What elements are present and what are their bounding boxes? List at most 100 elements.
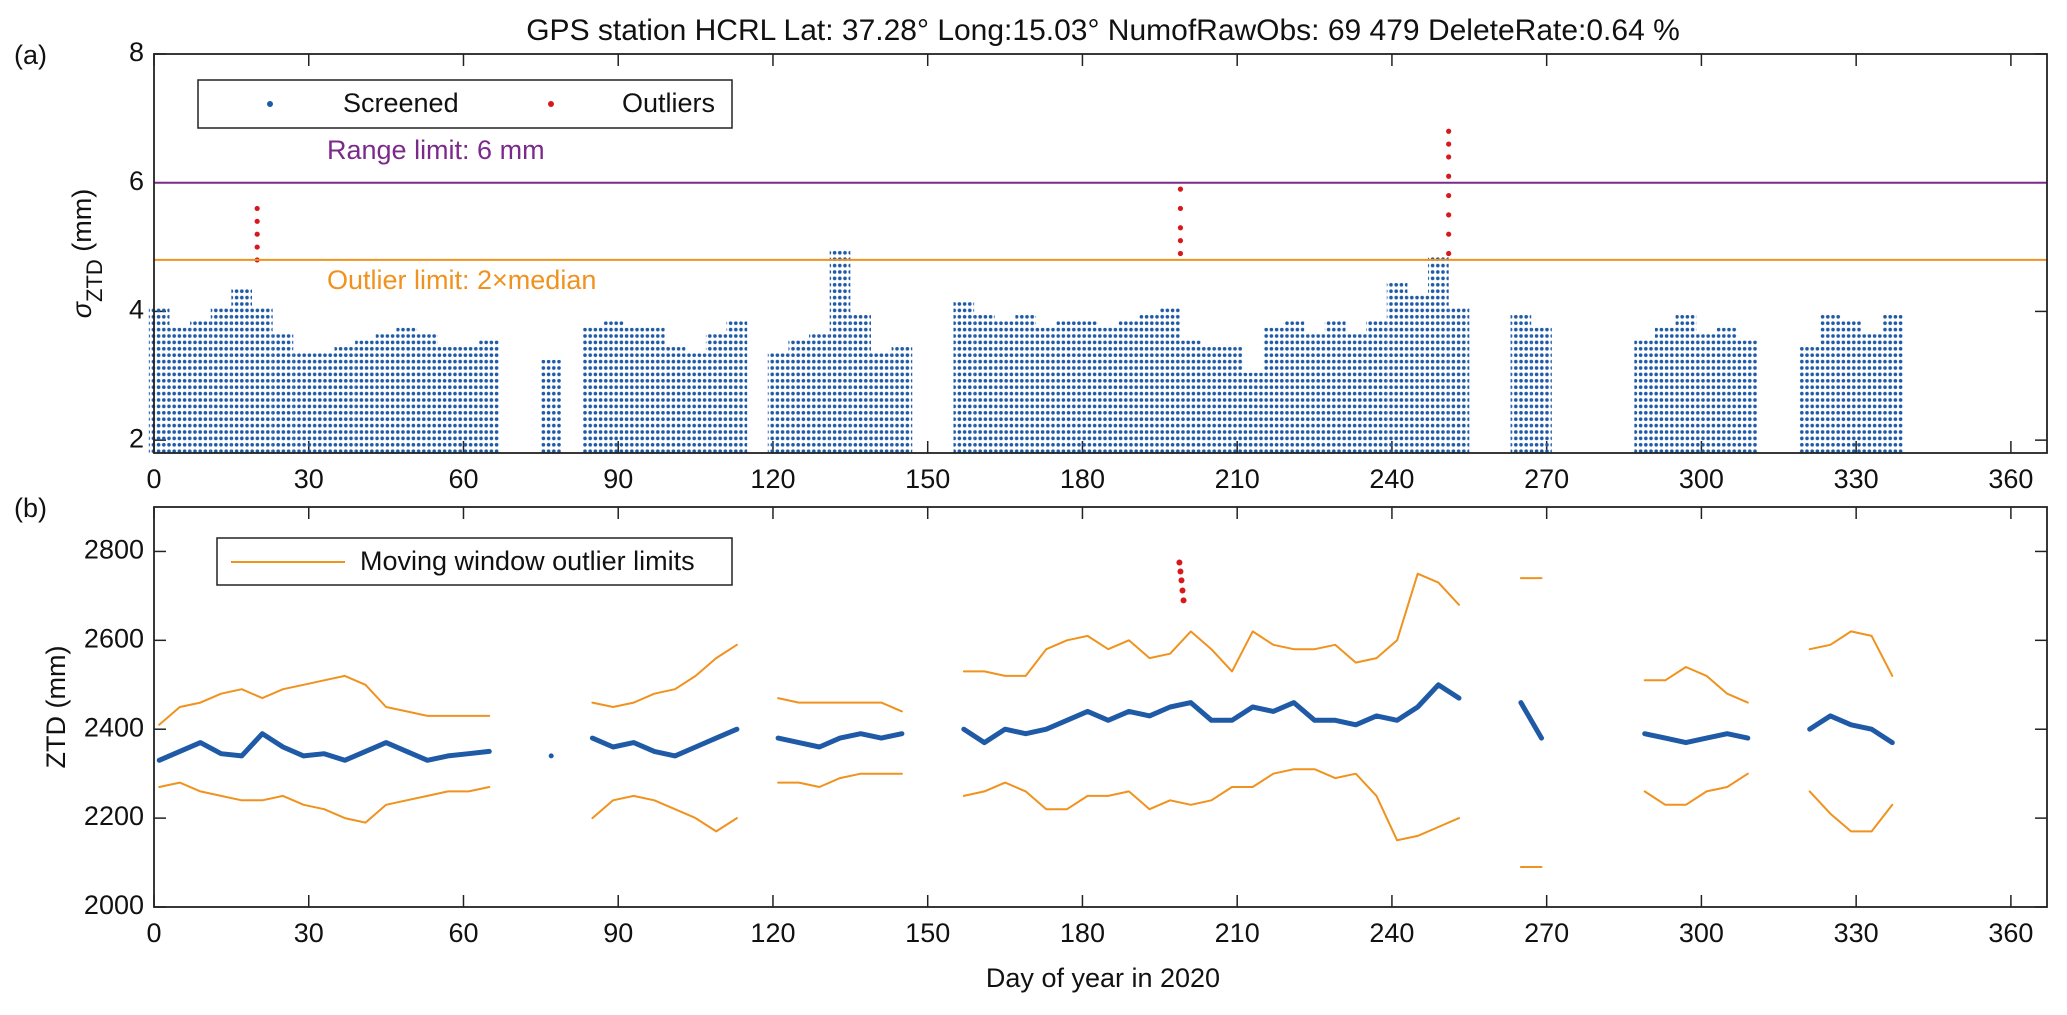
outlier-point: [1446, 231, 1452, 237]
screened-column: [1531, 327, 1552, 453]
x-tick-label: 270: [1524, 918, 1569, 948]
screened-column: [1799, 347, 1821, 453]
screened-column: [1242, 372, 1263, 453]
screened-column: [540, 359, 562, 453]
limit-label: Range limit: 6 mm: [327, 135, 545, 165]
y-label-symbol: σ: [67, 300, 97, 318]
screened-column: [437, 347, 459, 453]
screened-column: [1654, 327, 1676, 453]
series-line: [158, 768, 1894, 868]
screened-column: [417, 334, 438, 453]
outlier-point: [1177, 238, 1184, 244]
outlier-point: [1177, 250, 1184, 257]
y-label-subscript: ZTD: [82, 259, 107, 302]
screened-column: [1428, 256, 1449, 453]
y-tick-label: 2: [129, 423, 144, 453]
screened-column: [1386, 282, 1408, 453]
screened-column: [293, 353, 314, 453]
x-tick-label: 330: [1834, 464, 1879, 494]
outlier-point: [1177, 205, 1184, 212]
screened-column: [953, 301, 975, 453]
y-axis-label: ZTD (mm): [41, 646, 71, 769]
screened-column: [148, 308, 170, 453]
screened-column: [1675, 314, 1697, 453]
screened-column: [210, 308, 232, 453]
legend-label: Moving window outlier limits: [360, 546, 695, 576]
screened-column: [1407, 295, 1429, 453]
screened-column: [850, 314, 871, 453]
screened-column: [582, 327, 603, 453]
screened-column: [1159, 308, 1181, 453]
x-axis-label: Day of year in 2020: [986, 963, 1220, 993]
screened-column: [1201, 347, 1222, 453]
screened-column: [788, 340, 810, 453]
outlier-point: [254, 244, 260, 250]
y-tick-label: 2000: [84, 890, 144, 920]
y-tick-label: 2400: [84, 712, 144, 742]
legend-label: Outliers: [622, 88, 715, 118]
screened-column: [1345, 334, 1367, 453]
screened-column: [1716, 327, 1738, 453]
x-tick-label: 330: [1834, 918, 1879, 948]
outlier-point: [254, 231, 260, 237]
screened-column: [1448, 308, 1470, 453]
legend-box: [197, 79, 733, 129]
x-tick-label: 60: [448, 918, 478, 948]
outlier-point: [1446, 141, 1452, 147]
screened-column: [1180, 340, 1202, 453]
y-tick-label: 2600: [84, 623, 144, 653]
screened-column: [1036, 327, 1057, 453]
outlier-point: [1177, 186, 1184, 192]
x-tick-label: 90: [603, 464, 633, 494]
outlier-point: [1177, 225, 1184, 231]
screened-column: [829, 250, 851, 453]
outlier-point: [1446, 128, 1452, 134]
x-tick-label: 270: [1524, 464, 1569, 494]
y-label-unit: (mm): [67, 189, 97, 252]
y-axis-label: σZTD (mm): [67, 189, 107, 319]
screened-column: [1015, 314, 1037, 453]
outlier-point: [1446, 212, 1452, 218]
x-tick-label: 210: [1215, 464, 1260, 494]
screened-column: [974, 314, 995, 453]
x-tick-label: 180: [1060, 464, 1105, 494]
screened-column: [1840, 321, 1862, 453]
screened-column: [1366, 321, 1387, 453]
screened-column: [252, 308, 273, 453]
screened-column: [602, 321, 624, 453]
x-tick-label: 60: [448, 464, 478, 494]
screened-column: [355, 340, 376, 453]
figure-title: GPS station HCRL Lat: 37.28° Long:15.03°…: [526, 14, 1680, 47]
series-line: [156, 682, 1895, 763]
x-tick-label: 120: [750, 918, 795, 948]
x-tick-label: 240: [1369, 464, 1414, 494]
screened-column: [396, 327, 418, 453]
legend-label: Screened: [343, 88, 459, 118]
x-tick-label: 180: [1060, 918, 1105, 948]
screened-column: [809, 334, 830, 453]
panel-label: (a): [14, 40, 47, 70]
screened-column: [1881, 314, 1903, 453]
outlier-point: [1446, 154, 1452, 160]
screened-column: [1820, 314, 1841, 453]
screened-column: [1634, 340, 1655, 453]
screened-column: [767, 353, 789, 453]
screened-column: [644, 327, 665, 453]
x-tick-label: 0: [146, 918, 161, 948]
outlier-point: [1177, 568, 1184, 575]
screened-column: [1696, 334, 1717, 453]
screened-column: [726, 321, 748, 453]
outlier-point: [1446, 192, 1452, 199]
screened-column: [1283, 321, 1305, 453]
screened-column: [1077, 321, 1098, 453]
x-tick-label: 300: [1679, 464, 1724, 494]
legend-marker: [267, 101, 273, 107]
x-tick-label: 210: [1215, 918, 1260, 948]
y-tick-label: 2200: [84, 801, 144, 831]
screened-column: [1221, 347, 1243, 453]
x-tick-label: 300: [1679, 918, 1724, 948]
y-tick-label: 2800: [84, 535, 144, 565]
screened-column: [231, 289, 253, 453]
plot-frame: [153, 506, 2048, 908]
